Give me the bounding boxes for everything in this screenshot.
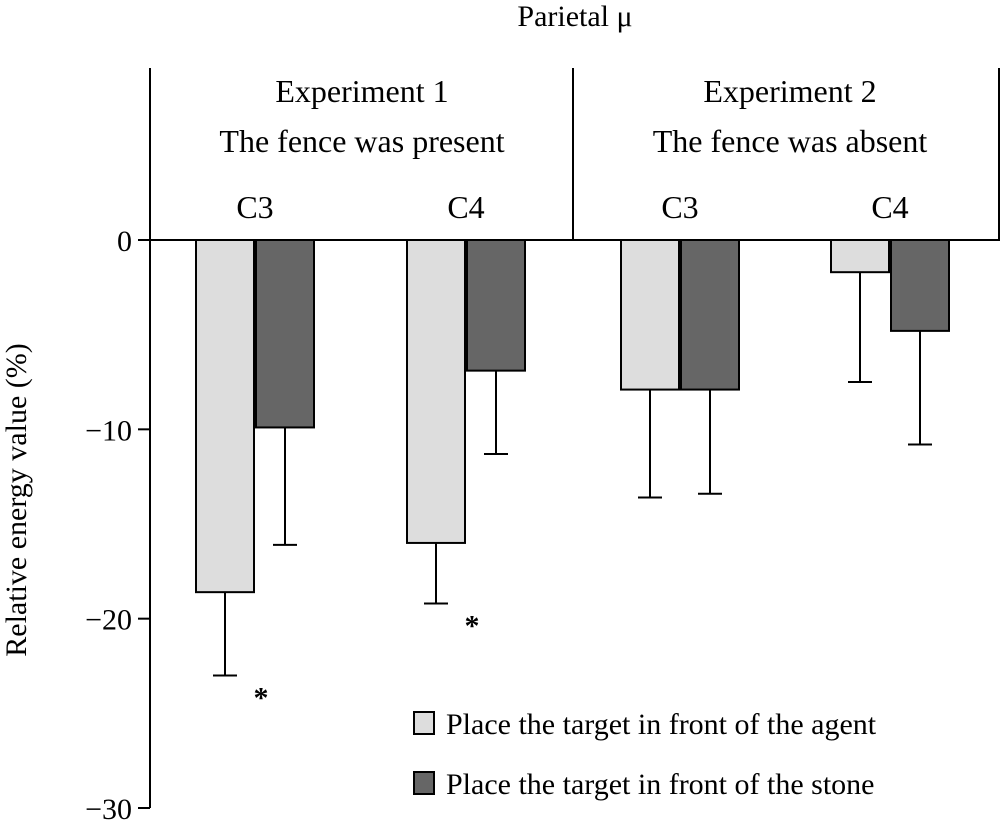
panel-heading: The fence was absent [653, 123, 928, 159]
chart-title: Parietal μ [517, 0, 632, 33]
legend-label: Place the target in front of the agent [446, 708, 877, 741]
legend-label: Place the target in front of the stone [446, 768, 874, 801]
significance-marker: * [254, 681, 269, 714]
y-axis-label: Relative energy value (%) [0, 343, 33, 656]
y-tick-label: −10 [85, 414, 132, 447]
bar [466, 239, 526, 372]
significance-marker: * [465, 610, 480, 643]
group-label: C4 [447, 189, 484, 225]
bar [680, 239, 740, 391]
y-tick-label: −20 [85, 604, 132, 637]
group-label: C3 [236, 189, 273, 225]
bar [620, 239, 680, 391]
bar [195, 239, 255, 594]
y-tick-label: 0 [117, 225, 132, 258]
legend-swatch [413, 771, 435, 795]
legend-swatch [413, 711, 435, 735]
panel-heading: Experiment 1 [275, 73, 448, 109]
panel-heading: The fence was present [219, 123, 504, 159]
bar [890, 239, 950, 332]
y-tick-label: −30 [85, 793, 132, 822]
bar [255, 239, 315, 429]
bar [830, 239, 890, 274]
group-label: C4 [871, 189, 908, 225]
panel-heading: Experiment 2 [703, 73, 876, 109]
group-label: C3 [661, 189, 698, 225]
bar [406, 239, 466, 544]
